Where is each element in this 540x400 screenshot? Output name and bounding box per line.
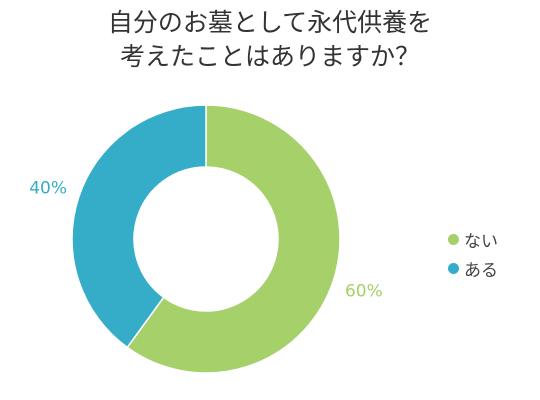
slice-label-aru: 40% <box>29 179 67 199</box>
legend-item-nai[interactable]: ない <box>448 225 498 254</box>
legend-swatch-aru <box>448 263 459 274</box>
chart-title-line-2: 考えたことはありますか？ <box>119 42 420 71</box>
legend-label-aru: ある <box>464 261 498 281</box>
chart-title: 自分のお墓として永代供養を 考えたことはありますか？ <box>0 6 540 74</box>
legend-swatch-nai <box>448 234 459 245</box>
chart-title-line-1: 自分のお墓として永代供養を <box>107 8 433 37</box>
chart-legend: ない ある <box>448 225 498 283</box>
donut-slice-nai[interactable] <box>126 104 341 374</box>
donut-slice-aru[interactable] <box>71 104 207 349</box>
slice-label-nai: 60% <box>345 281 383 301</box>
legend-label-nai: ない <box>464 232 498 252</box>
legend-item-aru[interactable]: ある <box>448 254 498 283</box>
